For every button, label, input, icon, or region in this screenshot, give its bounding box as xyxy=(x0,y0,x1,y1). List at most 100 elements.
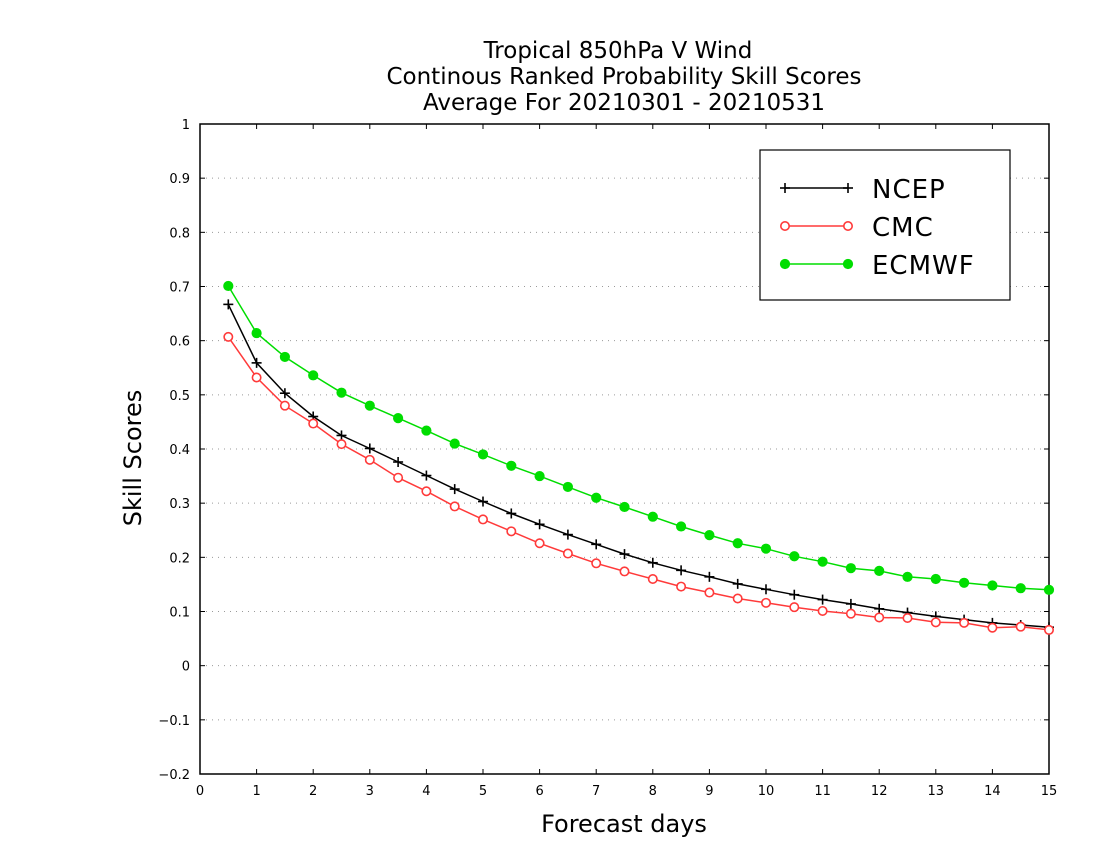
data-point-ecmwf xyxy=(789,551,800,562)
data-point-ncep xyxy=(789,589,800,600)
data-point-ecmwf xyxy=(704,530,715,541)
legend-marker-ncep xyxy=(780,183,790,193)
data-point-ecmwf xyxy=(987,580,998,591)
legend-entry-ecmwf: ECMWF xyxy=(779,251,975,281)
series-cmc xyxy=(223,331,1055,635)
x-tick-label: 10 xyxy=(758,784,775,799)
data-point-ecmwf xyxy=(477,449,489,460)
y-tick-label: 0.1 xyxy=(169,606,190,621)
data-point-ncep xyxy=(251,357,262,368)
legend-entry-ncep: NCEP xyxy=(780,175,946,205)
data-point-ecmwf xyxy=(449,438,460,449)
data-point-ncep xyxy=(874,603,885,614)
axis-ticks: −0.2−0.100.10.20.30.40.50.60.70.80.910 1 2… xyxy=(158,118,1057,799)
data-point-cmc xyxy=(987,622,998,633)
data-point-ecmwf xyxy=(619,501,630,513)
x-tick-label: 3 xyxy=(366,784,374,799)
y-tick-label: −0.1 xyxy=(158,714,190,729)
y-tick-label: 1 xyxy=(182,118,190,133)
y-tick-label: −0.2 xyxy=(158,768,190,783)
legend-marker-cmc xyxy=(779,221,790,232)
data-point-cmc xyxy=(591,558,602,569)
x-tick-label: 7 xyxy=(592,784,600,799)
data-point-ncep xyxy=(506,508,517,519)
y-tick-label: 0.2 xyxy=(169,551,190,566)
data-point-cmc xyxy=(1015,621,1026,632)
data-point-cmc xyxy=(336,439,347,450)
data-point-cmc xyxy=(223,331,234,342)
data-point-ecmwf xyxy=(506,460,517,471)
x-tick-label: 5 xyxy=(479,784,487,799)
x-tick-label: 6 xyxy=(535,784,543,799)
data-point-cmc xyxy=(647,573,658,584)
x-tick-label: 14 xyxy=(984,784,1001,799)
x-tick-label: 4 xyxy=(422,784,430,799)
data-point-cmc xyxy=(279,400,290,411)
data-point-cmc xyxy=(364,454,375,465)
data-point-cmc xyxy=(308,418,319,429)
data-point-cmc xyxy=(760,597,771,608)
data-point-cmc xyxy=(845,608,856,619)
data-point-cmc xyxy=(1044,624,1055,635)
data-point-ncep xyxy=(364,443,375,454)
data-point-cmc xyxy=(902,612,913,623)
legend-label-ecmwf: ECMWF xyxy=(872,251,975,281)
data-point-ecmwf xyxy=(874,565,885,576)
data-point-ncep xyxy=(393,457,404,467)
data-point-cmc xyxy=(393,472,404,483)
series-layer xyxy=(223,280,1055,635)
data-point-ecmwf xyxy=(393,413,404,424)
data-point-ncep xyxy=(845,598,856,609)
data-point-cmc xyxy=(817,605,828,616)
legend-label-ncep: NCEP xyxy=(872,175,946,205)
legend-marker-ecmwf xyxy=(779,258,791,270)
y-tick-label: 0.8 xyxy=(169,226,190,241)
y-tick-label: 0.5 xyxy=(169,389,190,404)
y-tick-label: 0.6 xyxy=(169,335,190,350)
x-axis-label: Forecast days xyxy=(541,810,707,838)
data-point-ncep xyxy=(449,484,460,495)
data-point-cmc xyxy=(930,617,941,628)
legend-items: NCEP CMC ECMWF xyxy=(779,175,975,281)
data-point-ecmwf xyxy=(647,511,658,522)
data-point-cmc xyxy=(534,538,545,549)
series-ecmwf xyxy=(223,280,1055,595)
data-point-ecmwf xyxy=(817,556,828,567)
data-point-ncep xyxy=(421,470,432,481)
data-point-ncep xyxy=(647,557,658,568)
data-point-cmc xyxy=(732,593,743,604)
legend-marker-ncep xyxy=(843,183,853,193)
y-tick-label: 0.3 xyxy=(169,497,190,512)
data-point-ncep xyxy=(732,578,743,589)
data-point-cmc xyxy=(619,566,630,577)
data-point-ecmwf xyxy=(534,470,545,482)
x-tick-label: 9 xyxy=(705,784,713,799)
data-point-ecmwf xyxy=(959,577,970,588)
data-point-ecmwf xyxy=(760,543,772,554)
data-point-cmc xyxy=(789,602,800,613)
series-line-cmc xyxy=(227,336,1050,631)
data-point-ecmwf xyxy=(845,563,857,574)
series-line-ecmwf xyxy=(227,285,1050,591)
data-point-ecmwf xyxy=(930,573,941,585)
legend-box xyxy=(759,149,1011,301)
chart-title-line-1: Tropical 850hPa V Wind xyxy=(483,38,753,64)
data-point-ecmwf xyxy=(562,481,574,493)
data-point-ncep xyxy=(534,519,545,530)
plot-frame xyxy=(199,123,1050,775)
data-point-ncep xyxy=(478,496,488,507)
data-point-cmc xyxy=(506,526,517,537)
data-point-cmc xyxy=(874,612,885,623)
series-ncep xyxy=(223,299,1054,633)
y-tick-label: 0 xyxy=(182,660,190,675)
data-point-ecmwf xyxy=(223,280,234,292)
legend-marker-cmc xyxy=(842,221,853,232)
data-point-ncep xyxy=(562,529,573,540)
data-point-cmc xyxy=(421,486,432,497)
data-point-cmc xyxy=(704,587,715,598)
x-tick-label: 2 xyxy=(309,784,317,799)
data-point-ncep xyxy=(704,571,715,582)
data-point-ncep xyxy=(223,299,234,310)
data-point-cmc xyxy=(449,501,460,512)
x-tick-label: 8 xyxy=(649,784,657,799)
